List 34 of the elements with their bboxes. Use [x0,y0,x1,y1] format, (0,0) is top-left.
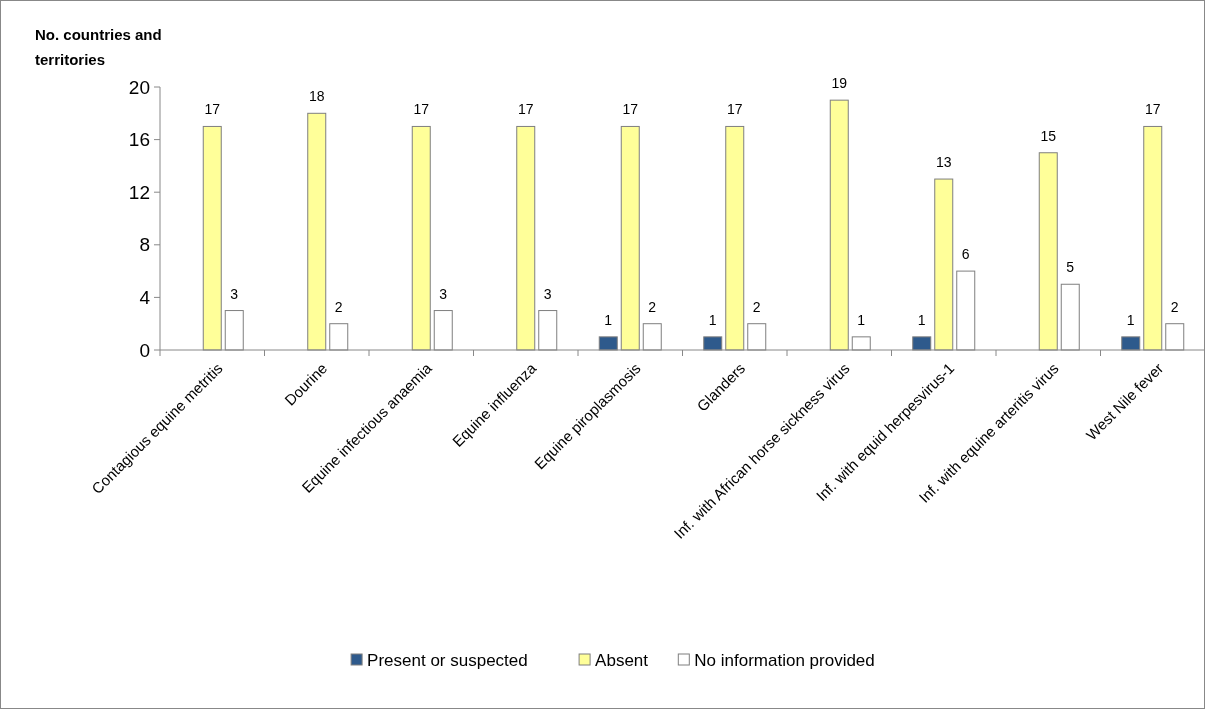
y-tick-label: 16 [128,129,150,151]
data-label: 6 [961,246,970,263]
data-label: 1 [917,311,926,328]
data-label: 3 [230,285,239,302]
data-label: 1 [857,311,866,328]
y-tick-label: 8 [139,234,150,256]
y-tick-label: 4 [139,287,151,309]
data-label: 2 [334,298,343,315]
data-label: 17 [204,101,221,118]
data-label: 17 [726,101,743,118]
data-label: 18 [308,88,325,105]
data-label: 2 [752,298,761,315]
data-label: 17 [413,101,430,118]
data-label: 3 [439,285,448,302]
data-label: 1 [604,311,613,328]
legend-label: Absent [595,650,649,670]
data-label: 19 [831,75,848,92]
data-label: 17 [622,101,639,118]
data-label: 5 [1066,259,1075,276]
data-label: 1 [708,311,717,328]
y-tick-label: 12 [128,181,150,203]
data-label: 17 [517,101,534,118]
data-label: 1 [1126,311,1135,328]
data-label: 13 [935,154,952,171]
data-label: 15 [1040,127,1057,144]
data-label: 3 [543,285,552,302]
y-tick-label: 0 [139,339,150,361]
y-tick-label: 20 [128,76,150,98]
data-label: 2 [648,298,657,315]
y-axis-title: No. countries and territories [35,26,162,68]
data-label: 17 [1144,101,1161,118]
data-label: 2 [1170,298,1179,315]
legend-label: Present or suspected [367,650,528,670]
legend-label: No information provided [694,650,875,670]
